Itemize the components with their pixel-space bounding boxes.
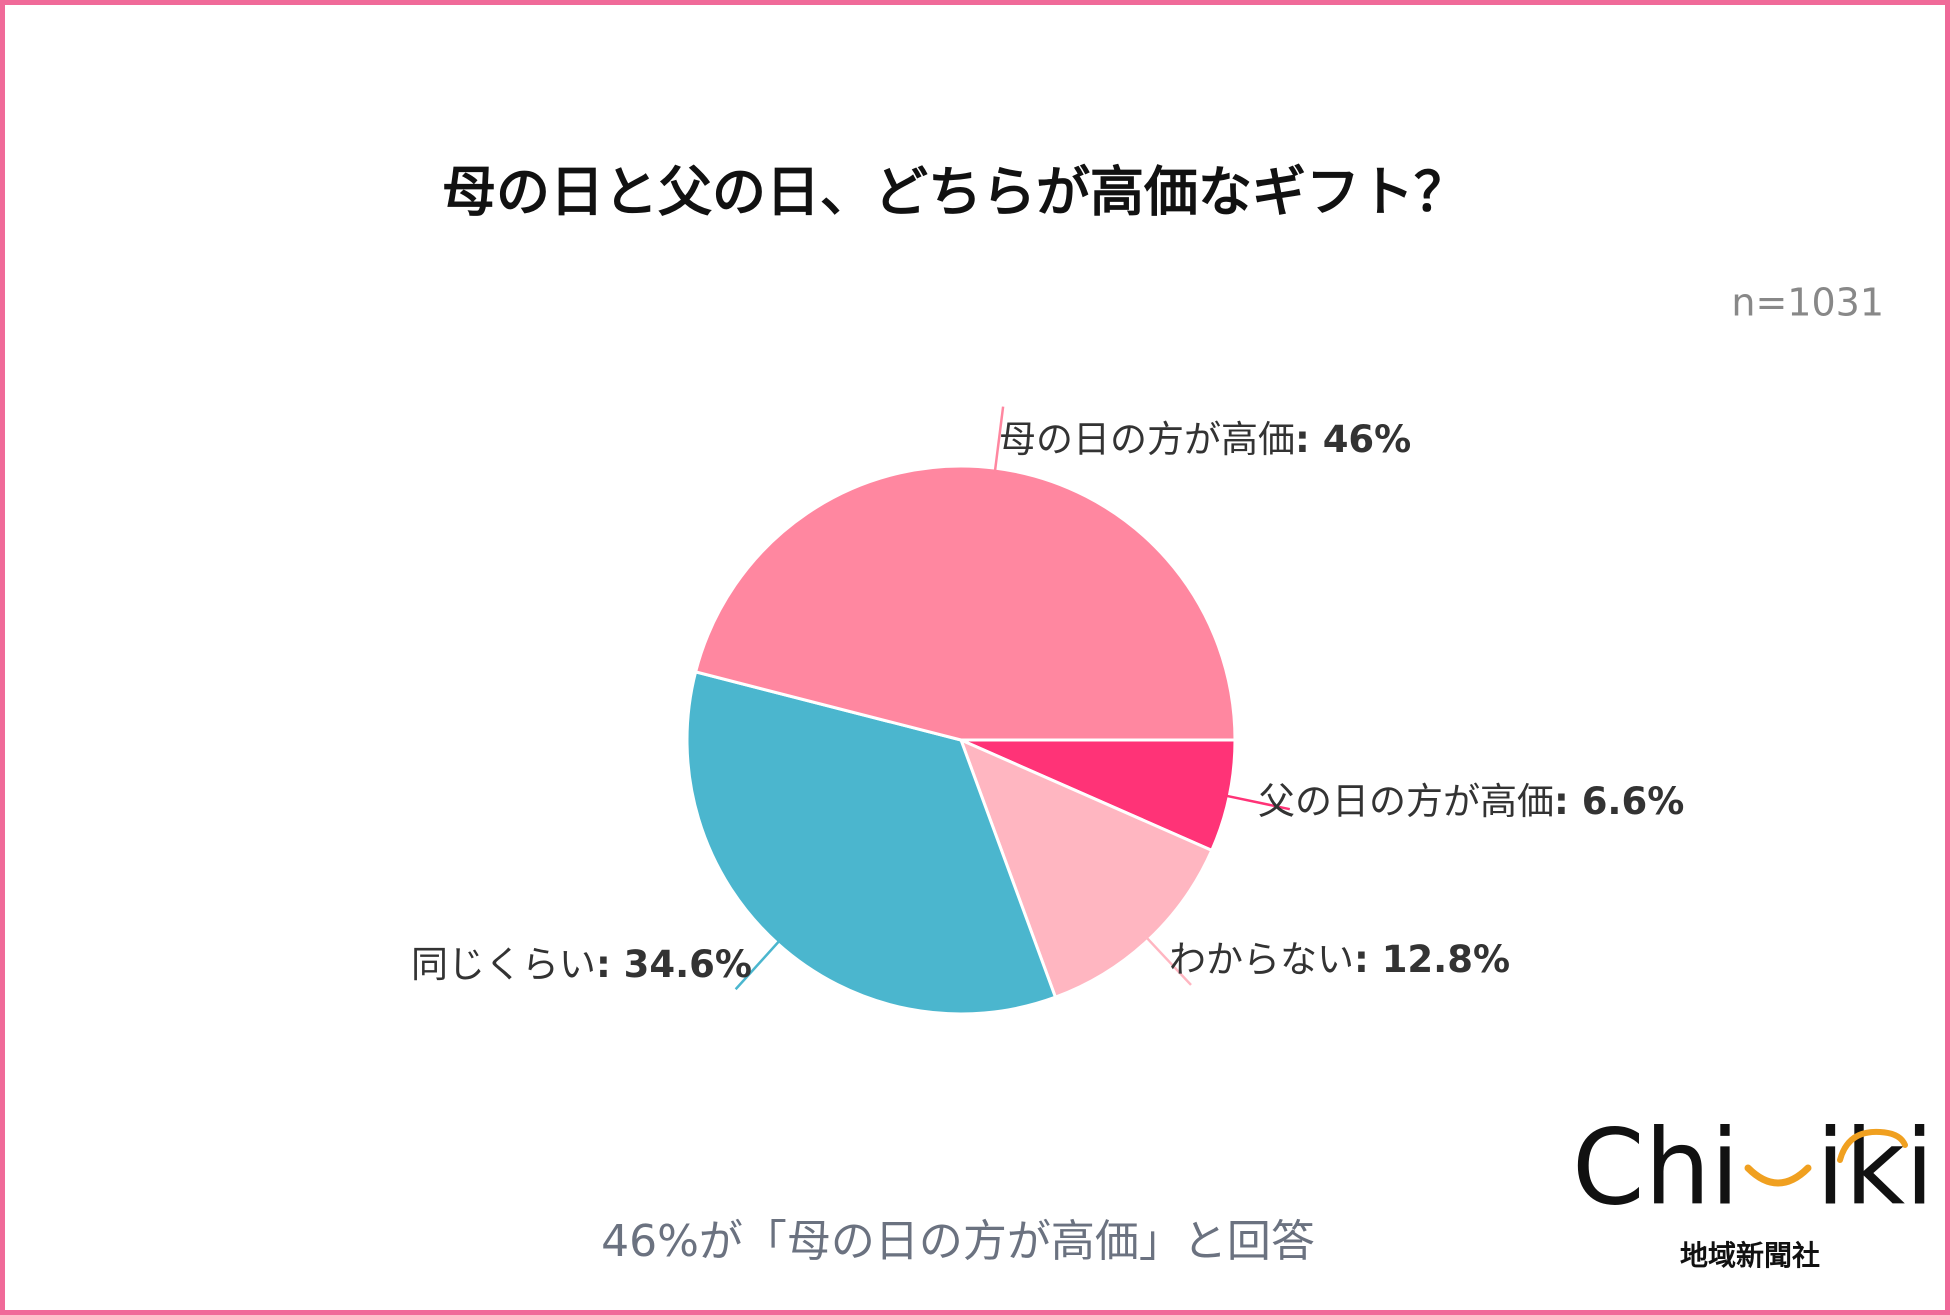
value-label: 12.8% xyxy=(1382,938,1510,981)
logo-text: Chi xyxy=(1572,1106,1739,1228)
leader-line xyxy=(993,406,1005,473)
slice-label: わからない: 12.8% xyxy=(1169,938,1510,981)
logo-company: 地域新聞社 xyxy=(1680,1239,1820,1272)
value-label: 34.6% xyxy=(624,943,752,986)
category-name: 同じくらい xyxy=(411,943,596,986)
leader-line xyxy=(1144,935,1192,986)
logo: Chi iki 地域新聞社 xyxy=(1572,1106,1934,1272)
chart-title: 母の日と父の日、どちらが高価なギフト？ xyxy=(442,161,1468,224)
sample-size: n=1031 xyxy=(1731,281,1884,325)
value-label: 6.6% xyxy=(1582,780,1685,823)
category-name: わからない xyxy=(1169,938,1354,981)
slice-label: 父の日の方が高価: 6.6% xyxy=(1258,780,1684,823)
label-separator: : xyxy=(1295,418,1323,461)
logo-smile xyxy=(1744,1164,1812,1187)
category-name: 父の日の方が高価 xyxy=(1258,780,1554,823)
label-separator: : xyxy=(596,943,624,986)
slice-label: 母の日の方が高価: 46% xyxy=(999,418,1411,461)
slice-label: 同じくらい: 34.6% xyxy=(411,943,752,986)
logo-text: iki xyxy=(1816,1106,1934,1228)
leader-line xyxy=(734,939,781,991)
label-separator: : xyxy=(1554,780,1582,823)
leader-line xyxy=(1224,794,1291,811)
value-label: 46% xyxy=(1323,418,1412,461)
category-name: 母の日の方が高価 xyxy=(999,418,1295,461)
logo-arc xyxy=(1837,1128,1908,1163)
caption: 46%が「母の日の方が高価」と回答 xyxy=(601,1216,1315,1267)
label-separator: : xyxy=(1354,938,1382,981)
